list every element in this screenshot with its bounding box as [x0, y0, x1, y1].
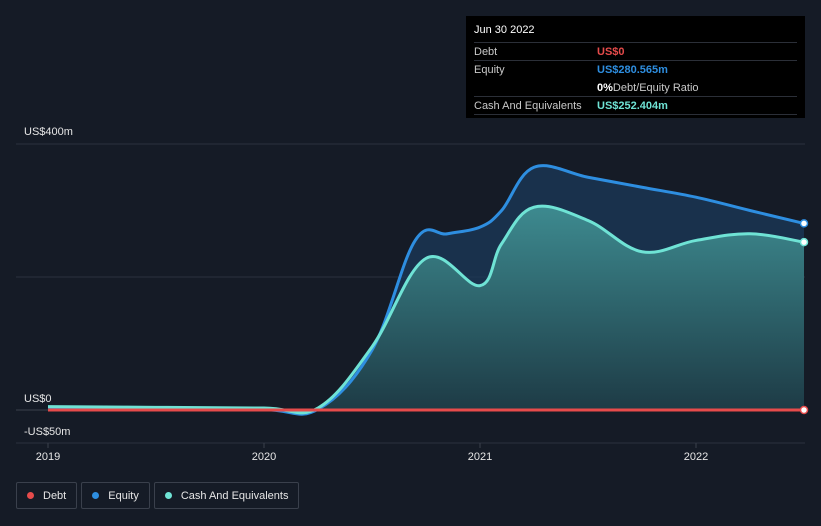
- tooltip-label: Cash And Equivalents: [474, 99, 582, 112]
- end-marker: [799, 405, 809, 415]
- legend-item-debt[interactable]: Debt: [16, 482, 78, 509]
- cash-dot-icon: [164, 492, 172, 499]
- equity-dot-icon: [92, 492, 100, 499]
- x-axis-labels: 2019 2020 2021 2022: [36, 443, 708, 463]
- debt-dot-icon: [27, 492, 34, 499]
- cash-area: [48, 206, 804, 413]
- y-tick-label: US$0: [24, 393, 52, 405]
- y-axis-labels: US$400m US$0 -US$50m: [24, 126, 73, 438]
- y-tick-label: -US$50m: [24, 426, 70, 438]
- tooltip-ratio-suffix: Debt/Equity Ratio: [612, 81, 699, 94]
- legend-label: Cash And Equivalents: [180, 489, 289, 502]
- legend: Debt Equity Cash And Equivalents: [16, 482, 300, 509]
- legend-item-equity[interactable]: Equity: [81, 482, 150, 509]
- tooltip-row-debt: Debt US$0: [474, 42, 797, 60]
- series-areas: [48, 165, 804, 415]
- tooltip-label: Debt: [474, 45, 498, 58]
- y-tick-label: US$400m: [24, 126, 73, 138]
- legend-label: Debt: [43, 489, 67, 502]
- x-tick-label: 2020: [252, 451, 276, 463]
- legend-item-cash[interactable]: Cash And Equivalents: [153, 482, 300, 509]
- end-markers: [799, 219, 809, 415]
- tooltip-label: Equity: [474, 63, 505, 76]
- tooltip-row-ratio: 0% Debt/Equity Ratio: [474, 78, 797, 96]
- tooltip-row-cash: Cash And Equivalents US$252.404m: [474, 96, 797, 115]
- x-tick-label: 2021: [468, 451, 492, 463]
- x-tick-label: 2019: [36, 451, 60, 463]
- tooltip-value: US$0: [597, 45, 625, 58]
- tooltip-date: Jun 30 2022: [474, 24, 535, 36]
- cash-line: [47, 204, 805, 415]
- tooltip-panel: Jun 30 2022 Debt US$0 Equity US$280.565m…: [466, 16, 805, 118]
- tooltip-value: US$280.565m: [597, 63, 668, 76]
- series-lines: [47, 164, 805, 416]
- legend-label: Equity: [108, 489, 139, 502]
- tooltip-row-equity: Equity US$280.565m: [474, 60, 797, 78]
- end-marker: [799, 219, 809, 228]
- end-marker: [799, 237, 809, 247]
- x-tick-label: 2022: [684, 451, 708, 463]
- tooltip-value: 0%: [597, 81, 613, 94]
- tooltip-value: US$252.404m: [597, 99, 668, 112]
